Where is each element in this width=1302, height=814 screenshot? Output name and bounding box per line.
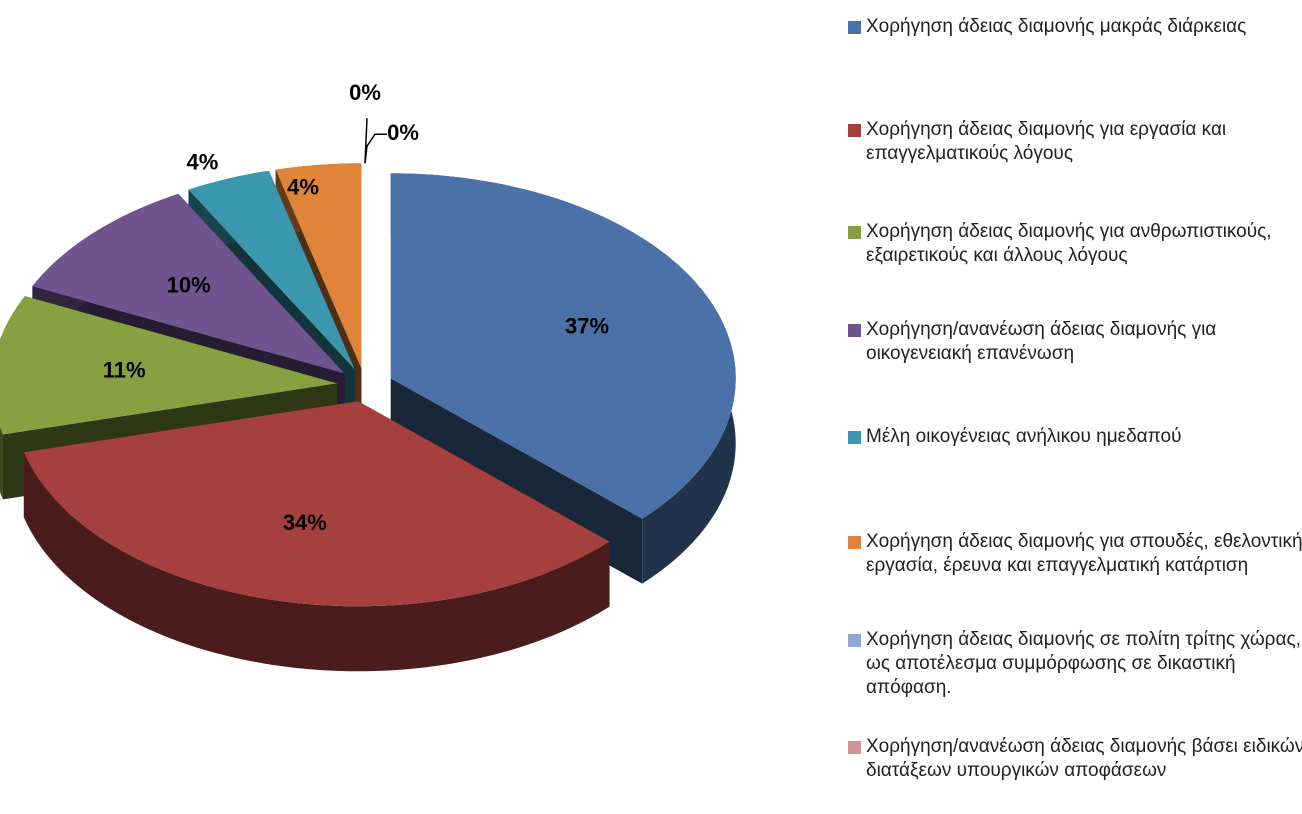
- slice: [275, 163, 362, 369]
- legend-label: Χορήγηση άδειας διαμονής για εργασία και…: [866, 119, 1227, 164]
- legend-label: Χορήγηση άδειας διαμονής σε πολίτη τρίτη…: [866, 629, 1301, 698]
- data-label: 0%: [387, 120, 419, 145]
- legend-swatch: [848, 741, 861, 754]
- legend-label: Χορήγηση άδειας διαμονής μακράς διάρκεια…: [866, 16, 1247, 37]
- slice: [32, 193, 345, 374]
- legend-entry: Χορήγηση/ανανέωση άδειας διαμονής βάσει …: [848, 735, 1302, 783]
- slice: [390, 173, 736, 519]
- slice-side: [23, 452, 610, 672]
- legend-entry: Χορήγηση άδειας διαμονής για εργασία και…: [848, 118, 1302, 166]
- legend-swatch: [848, 634, 861, 647]
- legend-label: Χορήγηση άδειας διαμονής για ανθρωπιστικ…: [866, 221, 1272, 266]
- legend-entry: Μέλη οικογένειας ανήλικου ημεδαπού: [848, 425, 1302, 449]
- legend-label: Χορήγηση/ανανέωση άδειας διαμονής βάσει …: [866, 736, 1302, 781]
- legend-entry: Χορήγηση άδειας διαμονής σε πολίτη τρίτη…: [848, 628, 1302, 700]
- slice: [0, 296, 338, 435]
- legend-label: Μέλη οικογένειας ανήλικου ημεδαπού: [866, 426, 1182, 447]
- legend-swatch: [848, 324, 861, 337]
- data-label: 4%: [287, 174, 319, 199]
- leader-line: [364, 133, 387, 164]
- legend-swatch: [848, 226, 861, 239]
- legend-entry: Χορήγηση άδειας διαμονής μακράς διάρκεια…: [848, 15, 1302, 39]
- data-label: 0%: [349, 80, 381, 105]
- legend-entry: Χορήγηση άδειας διαμονής για ανθρωπιστικ…: [848, 220, 1302, 268]
- legend-label: Χορήγηση άδειας διαμονής για σπουδές, εθ…: [866, 531, 1302, 576]
- data-label: 4%: [187, 150, 219, 175]
- slice: [23, 401, 610, 607]
- data-label: 10%: [167, 272, 211, 297]
- legend-entry: Χορήγηση/ανανέωση άδειας διαμονής για οι…: [848, 318, 1302, 366]
- legend-swatch: [848, 21, 861, 34]
- slice-tops: [0, 163, 736, 607]
- slice: [188, 170, 355, 370]
- legend-swatch: [848, 431, 861, 444]
- legend-swatch: [848, 536, 861, 549]
- legend-swatch: [848, 124, 861, 137]
- data-label: 34%: [283, 510, 327, 535]
- legend-label: Χορήγηση/ανανέωση άδειας διαμονής για οι…: [866, 319, 1217, 364]
- legend-entry: Χορήγηση άδειας διαμονής για σπουδές, εθ…: [848, 530, 1302, 578]
- data-label: 37%: [565, 314, 609, 339]
- chart: 37% 34% 11% 10% 4% 4% 0%0%: [0, 80, 736, 672]
- data-label: 11%: [103, 357, 146, 382]
